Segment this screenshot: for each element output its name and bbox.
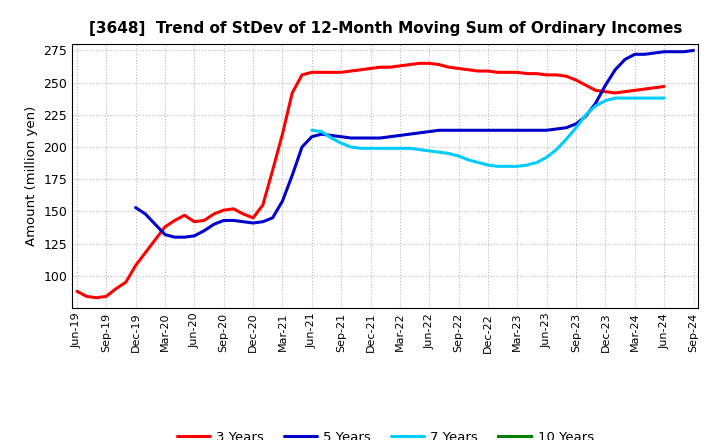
7 Years: [376, 146, 384, 151]
5 Years: [269, 215, 277, 220]
7 Years: [582, 112, 590, 117]
7 Years: [611, 95, 619, 101]
7 Years: [346, 144, 355, 150]
5 Years: [611, 67, 619, 73]
3 Years: [220, 208, 228, 213]
3 Years: [660, 84, 668, 89]
3 Years: [415, 61, 424, 66]
3 Years: [601, 89, 610, 94]
7 Years: [650, 95, 659, 101]
5 Years: [278, 198, 287, 204]
7 Years: [337, 140, 346, 146]
7 Years: [415, 147, 424, 152]
7 Years: [366, 146, 375, 151]
7 Years: [552, 147, 561, 152]
7 Years: [405, 146, 414, 151]
3 Years: [200, 218, 209, 223]
7 Years: [435, 150, 444, 155]
7 Years: [631, 95, 639, 101]
7 Years: [395, 146, 404, 151]
7 Years: [493, 164, 502, 169]
7 Years: [318, 129, 326, 134]
Legend: 3 Years, 5 Years, 7 Years, 10 Years: 3 Years, 5 Years, 7 Years, 10 Years: [171, 425, 599, 440]
5 Years: [552, 126, 561, 132]
7 Years: [533, 160, 541, 165]
7 Years: [523, 162, 531, 168]
7 Years: [484, 162, 492, 168]
7 Years: [356, 146, 365, 151]
7 Years: [307, 128, 316, 133]
5 Years: [670, 49, 678, 55]
Title: [3648]  Trend of StDev of 12-Month Moving Sum of Ordinary Incomes: [3648] Trend of StDev of 12-Month Moving…: [89, 21, 682, 36]
5 Years: [689, 48, 698, 53]
7 Years: [542, 155, 551, 160]
7 Years: [660, 95, 668, 101]
7 Years: [601, 98, 610, 103]
7 Years: [591, 103, 600, 108]
7 Years: [386, 146, 395, 151]
7 Years: [474, 160, 482, 165]
7 Years: [562, 137, 570, 142]
3 Years: [73, 289, 81, 294]
7 Years: [464, 157, 473, 162]
3 Years: [92, 295, 101, 301]
Line: 3 Years: 3 Years: [77, 63, 664, 298]
7 Years: [425, 148, 433, 154]
7 Years: [454, 154, 463, 159]
Line: 5 Years: 5 Years: [135, 51, 693, 237]
7 Years: [503, 164, 512, 169]
7 Years: [621, 95, 629, 101]
3 Years: [395, 63, 404, 69]
7 Years: [327, 136, 336, 141]
3 Years: [444, 65, 453, 70]
5 Years: [131, 205, 140, 210]
5 Years: [171, 235, 179, 240]
5 Years: [513, 128, 522, 133]
7 Years: [572, 125, 580, 130]
7 Years: [513, 164, 522, 169]
7 Years: [444, 151, 453, 156]
Y-axis label: Amount (million yen): Amount (million yen): [24, 106, 37, 246]
7 Years: [640, 95, 649, 101]
3 Years: [288, 90, 297, 95]
Line: 7 Years: 7 Years: [312, 98, 664, 166]
